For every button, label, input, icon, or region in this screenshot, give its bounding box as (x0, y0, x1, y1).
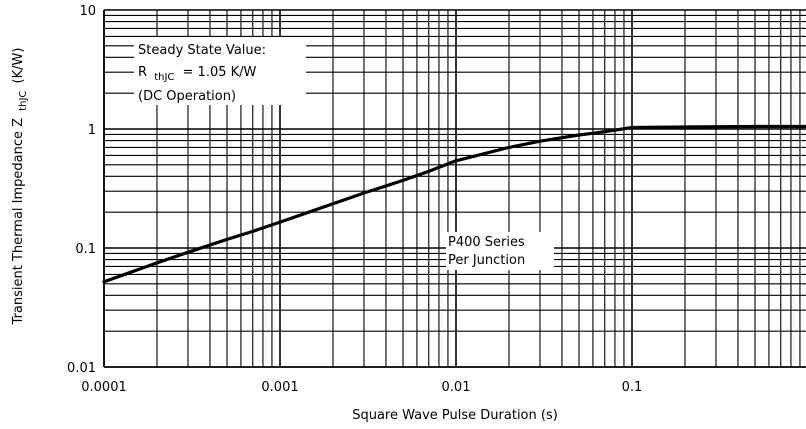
x-tick-label: 0.001 (261, 380, 298, 395)
steady-state-r: R (138, 65, 147, 80)
steady-state-resistance: R thJC = 1.05 K/W (138, 65, 257, 84)
series-name-label: P400 Series (448, 235, 525, 250)
y-tick-labels: 10 1 0.1 0.01 (67, 4, 96, 376)
steady-state-title: Steady State Value: (138, 43, 266, 58)
y-axis-label: Transient Thermal Impedance Z thJC (K/W) (11, 48, 30, 326)
x-tick-label: 0.01 (442, 380, 471, 395)
series-layer (102, 124, 806, 284)
series-annotation-background (446, 232, 554, 270)
x-axis-label: Square Wave Pulse Duration (s) (352, 408, 558, 423)
steady-state-r-subscript: thJC (154, 72, 174, 83)
x-tick-label: 0.1 (622, 380, 643, 395)
y-axis-label-unit: (K/W) (11, 48, 26, 84)
y-tick-label: 0.1 (75, 242, 96, 257)
y-axis-label-subscript: thJC (18, 91, 29, 111)
series-junction-label: Per Junction (448, 253, 525, 268)
y-axis-label-main: Transient Thermal Impedance Z (11, 118, 26, 326)
y-tick-label: 10 (79, 4, 96, 19)
x-tick-label: 0.0001 (81, 380, 127, 395)
steady-state-annotation-background (134, 37, 306, 105)
y-tick-label: 1 (88, 123, 96, 138)
steady-state-r-value: = 1.05 K/W (183, 65, 257, 80)
y-tick-label: 0.01 (67, 361, 96, 376)
x-tick-labels: 0.0001 0.001 0.01 0.1 (81, 380, 642, 395)
steady-state-dc-operation: (DC Operation) (138, 89, 236, 104)
thermal-impedance-curve (102, 124, 806, 284)
